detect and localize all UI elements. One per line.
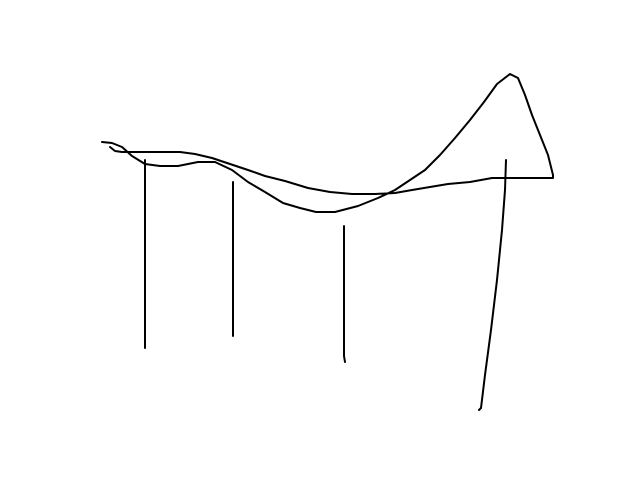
canopy-upper-stroke (101, 73, 554, 213)
support-line-4 (478, 159, 507, 411)
support-line-3 (343, 225, 346, 363)
